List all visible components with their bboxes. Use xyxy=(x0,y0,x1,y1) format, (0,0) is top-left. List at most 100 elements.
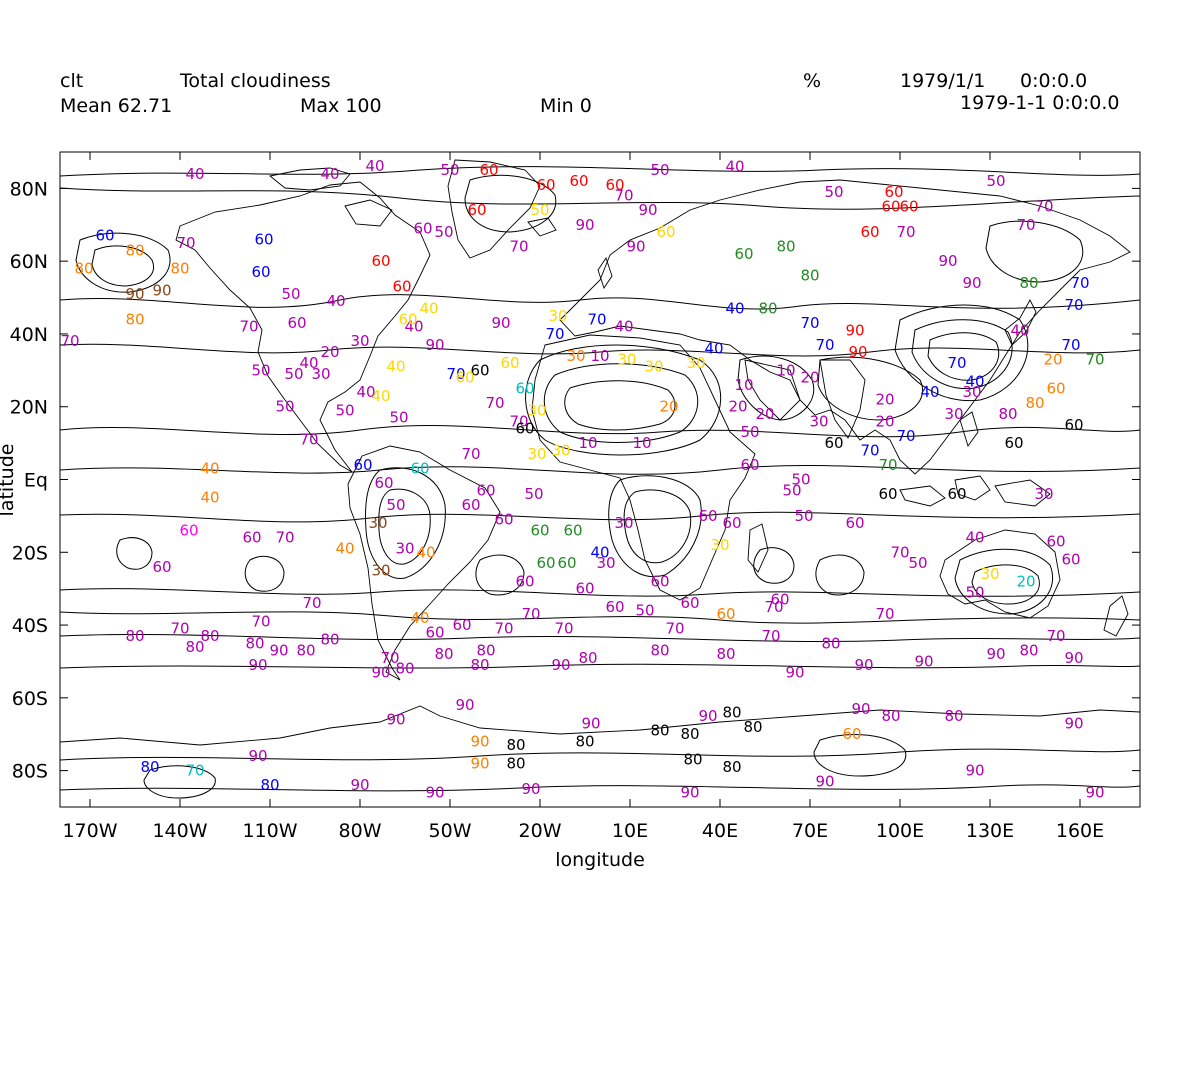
contour-label-90: 90 xyxy=(470,733,489,751)
contour-label-30: 30 xyxy=(371,561,390,579)
contour-label-60: 60 xyxy=(899,198,918,216)
x-tick-label: 50W xyxy=(429,820,472,842)
min-stat: Min 0 xyxy=(540,95,592,117)
contour-label-20: 20 xyxy=(875,390,894,408)
contour-label-40: 40 xyxy=(965,372,984,390)
contour-label-80: 80 xyxy=(722,758,741,776)
contour-label-80: 80 xyxy=(578,649,597,667)
contour-label-80: 80 xyxy=(800,267,819,285)
contour-label-40: 40 xyxy=(371,387,390,405)
contour-label-80: 80 xyxy=(125,310,144,328)
contour-label-70: 70 xyxy=(509,412,528,430)
contour-label-60: 60 xyxy=(842,725,861,743)
x-tick-label: 100E xyxy=(876,820,924,842)
contour-label-30: 30 xyxy=(368,514,387,532)
contour-label-90: 90 xyxy=(986,645,1005,663)
contour-label-30: 30 xyxy=(566,347,585,365)
contour-label-60: 60 xyxy=(371,252,390,270)
contour-label-70: 70 xyxy=(1070,274,1089,292)
contour-label-70: 70 xyxy=(521,605,540,623)
contour-label-50: 50 xyxy=(650,161,669,179)
contour-label-60: 60 xyxy=(722,514,741,532)
contour-label-50: 50 xyxy=(251,361,270,379)
contour-label-60: 60 xyxy=(500,354,519,372)
contour-label-70: 70 xyxy=(239,318,258,336)
contour-label-50: 50 xyxy=(635,602,654,620)
contour-label-30: 30 xyxy=(527,401,546,419)
contour-label-50: 50 xyxy=(434,223,453,241)
contour-label-60: 60 xyxy=(1046,532,1065,550)
contour-label-70: 70 xyxy=(860,441,879,459)
contour-label-70: 70 xyxy=(461,445,480,463)
contour-label-40: 40 xyxy=(404,318,423,336)
contour-label-60: 60 xyxy=(881,198,900,216)
contour-label-40: 40 xyxy=(725,299,744,317)
x-tick-label: 20W xyxy=(519,820,562,842)
contour-label-80: 80 xyxy=(245,634,264,652)
contour-label-60: 60 xyxy=(353,456,372,474)
contour-label-70: 70 xyxy=(494,620,513,638)
contour-label-60: 60 xyxy=(770,591,789,609)
contour-label-40: 40 xyxy=(200,489,219,507)
contour-label-30: 30 xyxy=(395,540,414,558)
contour-label-90: 90 xyxy=(521,780,540,798)
contour-label-10: 10 xyxy=(734,376,753,394)
x-tick-label: 110W xyxy=(242,820,297,842)
contour-label-60: 60 xyxy=(515,380,534,398)
contour-label-60: 60 xyxy=(455,369,474,387)
contour-label-90: 90 xyxy=(581,714,600,732)
contour-label-20: 20 xyxy=(1043,350,1062,368)
contour-label-30: 30 xyxy=(944,405,963,423)
contour-label-80: 80 xyxy=(1025,394,1044,412)
contour-label-80: 80 xyxy=(476,642,495,660)
contour-label-30: 30 xyxy=(614,514,633,532)
contour-label-40: 40 xyxy=(920,383,939,401)
contour-label-50: 50 xyxy=(794,507,813,525)
contour-label-90: 90 xyxy=(848,343,867,361)
contour-label-50: 50 xyxy=(284,365,303,383)
contour-label-70: 70 xyxy=(1064,296,1083,314)
contour-label-20: 20 xyxy=(800,369,819,387)
contour-label-60: 60 xyxy=(461,496,480,514)
contour-label-70: 70 xyxy=(509,238,528,256)
contour-label-70: 70 xyxy=(878,456,897,474)
contour-label-80: 80 xyxy=(1019,642,1038,660)
contour-label-90: 90 xyxy=(962,274,981,292)
contour-label-50: 50 xyxy=(440,161,459,179)
y-tick-label: 40S xyxy=(12,615,48,637)
contour-label-80: 80 xyxy=(575,733,594,751)
contour-label-80: 80 xyxy=(74,259,93,277)
contour-label-60: 60 xyxy=(242,529,261,547)
contour-label-60: 60 xyxy=(605,176,624,194)
contour-label-30: 30 xyxy=(596,554,615,572)
contour-label-60: 60 xyxy=(452,616,471,634)
contour-label-70: 70 xyxy=(665,620,684,638)
contour-label-60: 60 xyxy=(536,176,555,194)
contour-label-90: 90 xyxy=(785,663,804,681)
variable-name: clt xyxy=(60,70,84,92)
contour-label-80: 80 xyxy=(434,645,453,663)
contour-label-40: 40 xyxy=(1010,321,1029,339)
contour-label-90: 90 xyxy=(386,711,405,729)
contour-label-80: 80 xyxy=(200,627,219,645)
contour-label-50: 50 xyxy=(281,285,300,303)
contour-label-70: 70 xyxy=(485,394,504,412)
contour-label-90: 90 xyxy=(371,663,390,681)
contour-label-30: 30 xyxy=(311,365,330,383)
contour-label-80: 80 xyxy=(743,718,762,736)
plot-frame xyxy=(59,151,1141,808)
contour-label-70: 70 xyxy=(947,354,966,372)
contour-label-50: 50 xyxy=(965,583,984,601)
x-tick-label: 10E xyxy=(612,820,648,842)
contour-label-60: 60 xyxy=(251,263,270,281)
contour-label-70: 70 xyxy=(170,620,189,638)
contour-label-90: 90 xyxy=(815,773,834,791)
contour-label-70: 70 xyxy=(1061,336,1080,354)
contour-label-90: 90 xyxy=(626,238,645,256)
contour-label-80: 80 xyxy=(140,758,159,776)
contour-label-90: 90 xyxy=(269,642,288,660)
y-tick-label: 60N xyxy=(10,251,48,273)
contour-label-90: 90 xyxy=(680,783,699,801)
time-short: 0:0:0.0 xyxy=(1020,70,1088,92)
